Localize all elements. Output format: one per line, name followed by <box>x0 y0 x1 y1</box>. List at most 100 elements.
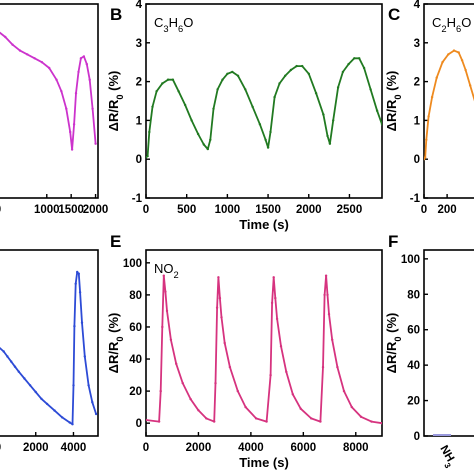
data-point-e <box>265 420 268 423</box>
data-point-e <box>161 325 164 329</box>
data-point-c <box>427 115 430 118</box>
data-point-a <box>72 123 76 126</box>
data-point-b <box>328 142 332 145</box>
data-point-e <box>323 293 326 297</box>
x-tick-label: 2000 <box>23 442 49 454</box>
data-point-e <box>380 422 382 425</box>
data-point-d <box>45 402 49 406</box>
plot-area-a <box>0 31 97 151</box>
data-point-e <box>285 370 288 374</box>
data-point-b <box>332 119 335 122</box>
data-point-e <box>319 420 322 423</box>
x-tick-label: 0 <box>0 204 1 216</box>
x-tick-label: 1000 <box>34 204 60 216</box>
data-point-e <box>213 420 216 423</box>
data-point-b <box>206 147 209 151</box>
y-tick-label: 60 <box>129 322 142 334</box>
data-point-d <box>73 324 76 328</box>
x-tick-label: 6000 <box>291 442 317 454</box>
y-axis-label-f: ΔR/R0 (%) <box>384 313 403 374</box>
plot-frame-e <box>145 249 383 437</box>
category-label-f: NH3 <box>434 444 458 470</box>
data-point-b <box>212 107 215 111</box>
data-point-b <box>151 105 154 109</box>
x-tick-label: 8000 <box>343 442 369 454</box>
data-point-b <box>190 119 193 122</box>
data-point-e <box>274 296 277 300</box>
panel-d: 0 2000 4000 <box>0 249 99 454</box>
data-point-b <box>171 78 175 81</box>
gas-label-e: NO2 <box>154 261 179 280</box>
data-point-c <box>430 95 434 99</box>
data-point-b <box>336 86 340 89</box>
y-tick-label: 2 <box>414 77 420 89</box>
data-point-b <box>284 74 287 78</box>
data-point-b <box>244 88 247 91</box>
gas-label-b: C3H6O <box>154 15 193 34</box>
data-point-d <box>78 291 82 294</box>
y-tick-label: 20 <box>407 396 420 408</box>
data-point-b <box>375 109 379 112</box>
panel-e: 0 2000 4000 6000 8000 0 20 40 60 80 100 Time (s) ΔR/… <box>106 249 383 470</box>
data-point-e <box>327 312 331 316</box>
plot-area-c <box>424 49 474 161</box>
y-tick-label: 60 <box>407 325 420 337</box>
data-point-b <box>221 78 224 81</box>
plot-frame-b <box>145 3 383 199</box>
data-point-c <box>424 158 426 161</box>
data-point-b <box>273 95 276 99</box>
x-axis-label-b: Time (s) <box>239 217 289 232</box>
y-tick-label: 20 <box>129 386 142 398</box>
x-tick-label: 1000 <box>215 204 241 216</box>
data-point-a <box>82 55 86 58</box>
data-point-a <box>65 107 68 111</box>
data-point-e <box>299 407 302 410</box>
data-point-e <box>223 341 226 345</box>
y-tick-label: 3 <box>136 38 142 50</box>
data-point-b <box>161 82 164 85</box>
data-point-b <box>322 113 325 116</box>
x-tick-label: 2000 <box>83 204 109 216</box>
data-point-a <box>18 49 22 52</box>
data-point-e <box>159 389 162 393</box>
data-point-d <box>71 423 74 426</box>
data-point-b <box>236 74 240 78</box>
data-point-e <box>217 276 220 279</box>
x-tick-label: 0 <box>143 204 149 216</box>
data-point-a <box>26 53 29 56</box>
data-point-a <box>88 78 91 81</box>
data-point-d <box>28 384 32 387</box>
data-point-e <box>175 362 178 365</box>
data-point-c <box>469 84 472 87</box>
data-point-e <box>321 365 325 369</box>
data-point-e <box>331 338 334 341</box>
y-tick-label: 80 <box>407 289 420 301</box>
y-tick-label: 4 <box>136 0 143 11</box>
plot-area-f <box>433 434 451 436</box>
panel-f: 0 20 40 60 80 100 ΔR/R0 (%) NH3 <box>384 249 474 470</box>
data-point-e <box>272 276 275 279</box>
data-point-c <box>457 51 460 54</box>
data-point-c <box>435 76 438 79</box>
data-point-d <box>68 421 71 424</box>
y-tick-label: -1 <box>132 193 143 205</box>
data-point-d <box>23 377 26 380</box>
data-point-c <box>441 61 444 64</box>
panel-label-b: B <box>110 5 122 24</box>
data-point-e <box>324 274 328 277</box>
data-point-a <box>85 62 89 66</box>
data-point-b <box>202 143 205 146</box>
data-point-e <box>162 274 165 277</box>
series-line-e <box>146 274 382 425</box>
panel-label-f: F <box>388 232 398 251</box>
x-tick-label: 500 <box>177 204 196 216</box>
x-tick-label: 200 <box>438 204 457 216</box>
data-point-b <box>216 88 219 91</box>
data-point-e <box>291 393 294 396</box>
data-point-a <box>77 70 80 74</box>
data-point-b <box>289 68 293 72</box>
data-point-b <box>258 123 262 126</box>
